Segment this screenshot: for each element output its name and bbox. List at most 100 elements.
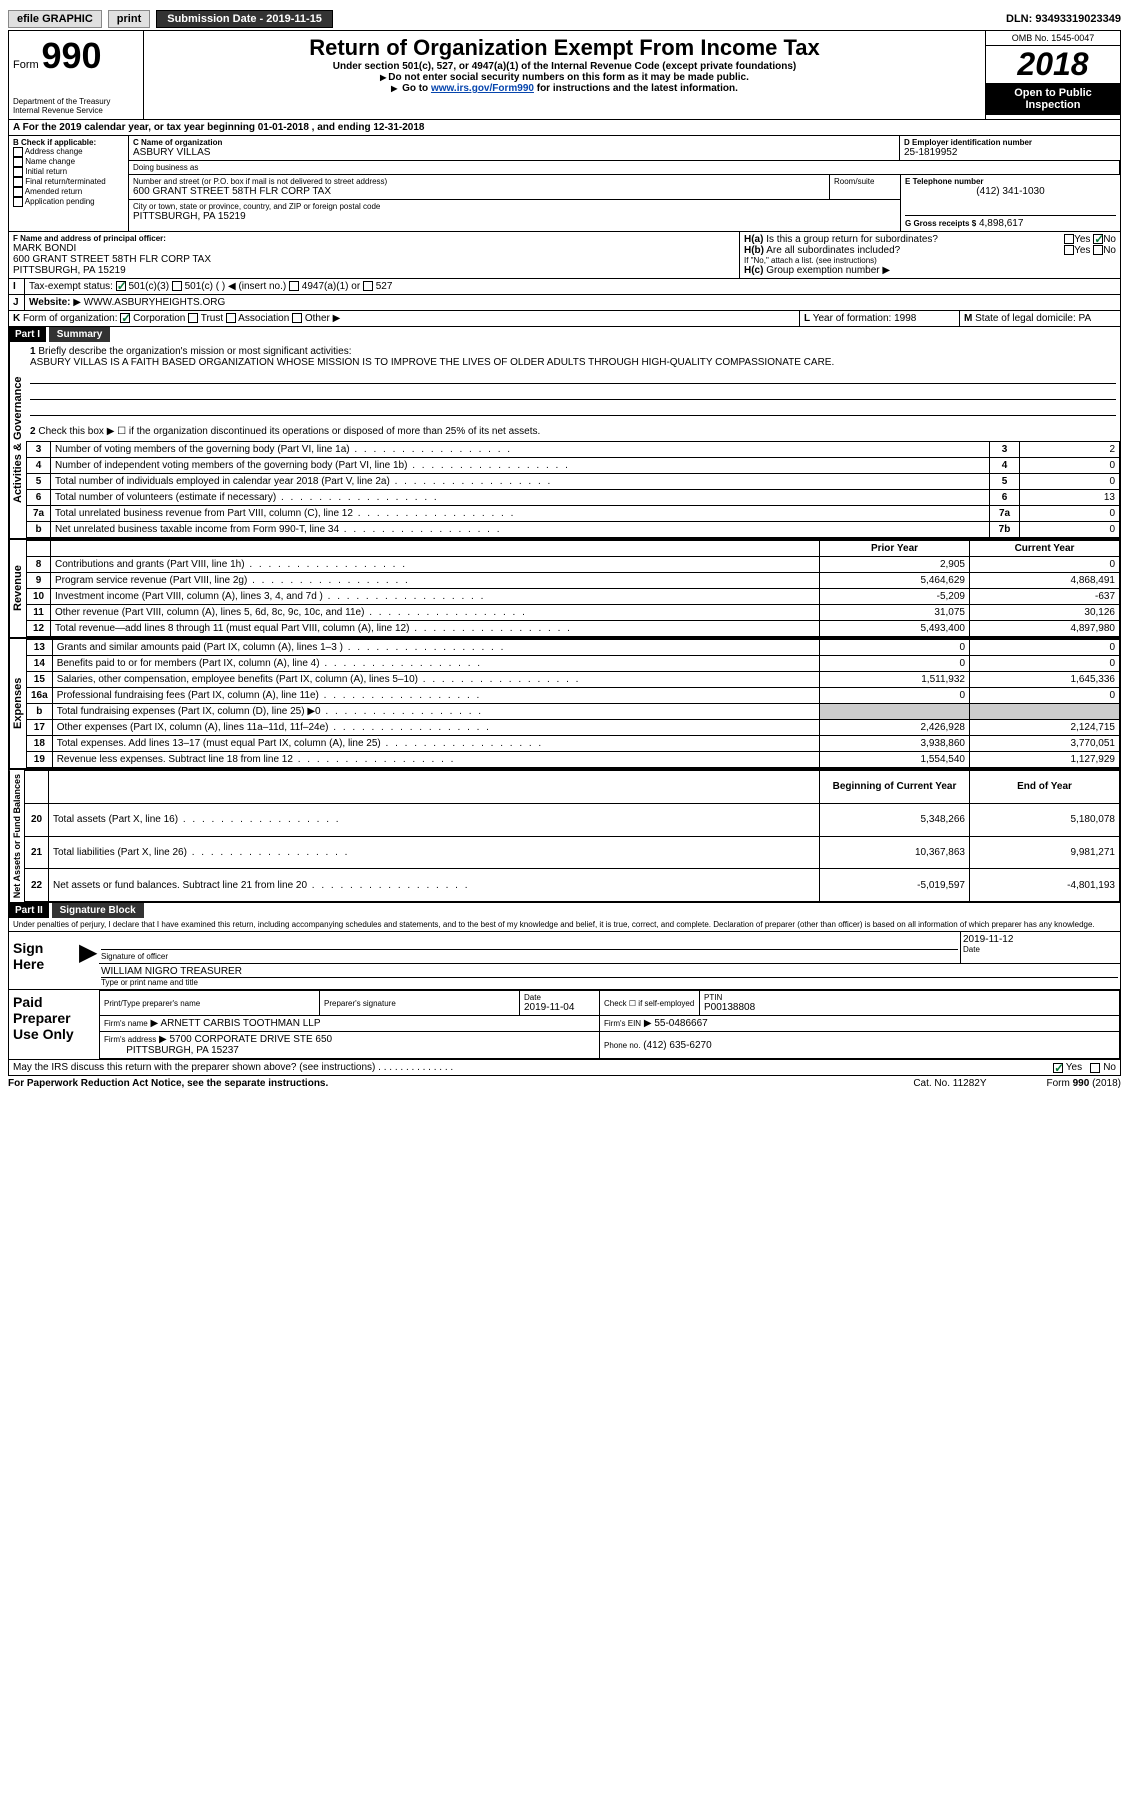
q2: Check this box ▶ ☐ if the organization d… [38, 426, 540, 437]
firm-name: ARNETT CARBIS TOOTHMAN LLP [160, 1018, 320, 1029]
checkbox-final-return-terminated[interactable]: Final return/terminated [13, 177, 124, 187]
form-label: Form [13, 59, 39, 71]
top-bar: efile GRAPHIC print Submission Date - 20… [8, 8, 1121, 30]
phone-lbl: Phone no. [604, 1041, 640, 1050]
part2-title: Signature Block [52, 903, 144, 918]
gov-row-6: 6Total number of volunteers (estimate if… [27, 490, 1120, 506]
ptin: P00138808 [704, 1002, 755, 1013]
gov-row-b: bNet unrelated business taxable income f… [27, 522, 1120, 538]
d-label: D Employer identification number [904, 138, 1116, 147]
checkbox-initial-return[interactable]: Initial return [13, 167, 124, 177]
exp-row-18: 18Total expenses. Add lines 13–17 (must … [27, 736, 1120, 752]
revenue-table: Prior YearCurrent Year8Contributions and… [26, 540, 1120, 637]
cat-no: Cat. No. 11282Y [913, 1078, 986, 1089]
net-row-20: 20Total assets (Part X, line 16)5,348,26… [25, 803, 1120, 836]
firm-addr2: PITTSBURGH, PA 15237 [126, 1045, 239, 1056]
section-net: Net Assets or Fund Balances [9, 770, 24, 902]
gov-row-7a: 7aTotal unrelated business revenue from … [27, 506, 1120, 522]
public-inspection: Open to Public Inspection [986, 83, 1120, 115]
prep-name-lbl: Print/Type preparer's name [104, 999, 315, 1008]
subtitle2: Do not enter social security numbers on … [148, 72, 981, 83]
gov-row-4: 4Number of independent voting members of… [27, 458, 1120, 474]
form-number: 990 [41, 35, 101, 76]
h-b: H(b) Are all subordinates included? Yes … [744, 245, 1116, 256]
checkbox-address-change[interactable]: Address change [13, 147, 124, 157]
b-label: B Check if applicable: [13, 138, 124, 147]
part1-title: Summary [49, 327, 111, 342]
discuss-line: May the IRS discuss this return with the… [9, 1059, 1120, 1075]
dept: Department of the Treasury [13, 97, 139, 106]
addr-label: Number and street (or P.O. box if mail i… [133, 177, 825, 186]
subtitle1: Under section 501(c), 527, or 4947(a)(1)… [148, 61, 981, 72]
checkbox-amended-return[interactable]: Amended return [13, 187, 124, 197]
officer-name: MARK BONDI [13, 243, 735, 254]
website-label: Website: [29, 297, 71, 308]
paid-preparer: Paid Preparer Use Only [9, 990, 99, 1059]
gov-row-3: 3Number of voting members of the governi… [27, 442, 1120, 458]
expenses-table: 13Grants and similar amounts paid (Part … [26, 639, 1120, 768]
sig-date: 2019-11-12 [963, 934, 1118, 945]
print-button[interactable]: print [108, 10, 150, 28]
exp-row-16a: 16aProfessional fundraising fees (Part I… [27, 688, 1120, 704]
firm-ein: 55-0486667 [654, 1018, 707, 1029]
omb: OMB No. 1545-0047 [986, 31, 1120, 46]
checkbox-name-change[interactable]: Name change [13, 157, 124, 167]
c-name-label: C Name of organization [133, 138, 895, 147]
m-label: State of legal domicile: [975, 313, 1076, 324]
firm-ein-lbl: Firm's EIN [604, 1019, 641, 1028]
page-footer: For Paperwork Reduction Act Notice, see … [8, 1076, 1121, 1091]
pub1: Open to Public [990, 87, 1116, 99]
h-c: H(c) Group exemption number ▶ [744, 265, 1116, 276]
website[interactable]: WWW.ASBURYHEIGHTS.ORG [84, 297, 226, 308]
rev-row-10: 10Investment income (Part VIII, column (… [27, 589, 1120, 605]
telephone: (412) 341-1030 [905, 186, 1116, 197]
exp-row-13: 13Grants and similar amounts paid (Part … [27, 640, 1120, 656]
h-a: H(a) Is this a group return for subordin… [744, 234, 1116, 245]
form-header: Form 990 Department of the Treasury Inte… [8, 30, 1121, 120]
entity-block: B Check if applicable: Address change Na… [8, 136, 1121, 232]
officer-name-label: Type or print name and title [101, 978, 1118, 987]
part-ii: Part II Signature Block Under penalties … [8, 903, 1121, 1076]
line-j: J Website: ▶ WWW.ASBURYHEIGHTS.ORG [8, 295, 1121, 311]
net-row-22: 22Net assets or fund balances. Subtract … [25, 869, 1120, 902]
rev-row-12: 12Total revenue—add lines 8 through 11 (… [27, 621, 1120, 637]
l-label: Year of formation: [813, 313, 892, 324]
exp-row-14: 14Benefits paid to or for members (Part … [27, 656, 1120, 672]
form-990-page: efile GRAPHIC print Submission Date - 20… [0, 0, 1129, 1099]
subtitle3: Go to www.irs.gov/Form990 for instructio… [148, 83, 981, 94]
line-a: A For the 2019 calendar year, or tax yea… [8, 120, 1121, 136]
gross-receipts: 4,898,617 [979, 218, 1024, 229]
form990-link[interactable]: www.irs.gov/Form990 [431, 83, 534, 94]
ein: 25-1819952 [904, 147, 1116, 158]
efile-button[interactable]: efile GRAPHIC [8, 10, 102, 28]
section-expenses: Expenses [9, 639, 26, 768]
ptin-lbl: PTIN [704, 993, 1115, 1002]
part2-hdr: Part II [9, 903, 49, 918]
f-h-block: F Name and address of principal officer:… [8, 232, 1121, 279]
prep-date: 2019-11-04 [524, 1002, 574, 1013]
submission-date: Submission Date - 2019-11-15 [156, 10, 333, 28]
section-activities: Activities & Governance [9, 342, 26, 538]
sig-date-label: Date [963, 945, 1118, 954]
checkbox-application-pending[interactable]: Application pending [13, 197, 124, 207]
rev-row-11: 11Other revenue (Part VIII, column (A), … [27, 605, 1120, 621]
gov-row-5: 5Total number of individuals employed in… [27, 474, 1120, 490]
sign-here: Sign Here [9, 932, 79, 989]
tax-exempt-status: Tax-exempt status: 501(c)(3) 501(c) ( ) … [25, 279, 1120, 294]
paperwork-notice: For Paperwork Reduction Act Notice, see … [8, 1078, 328, 1089]
net-row-21: 21Total liabilities (Part X, line 26)10,… [25, 836, 1120, 869]
firm-phone: (412) 635-6270 [643, 1040, 711, 1051]
prep-date-lbl: Date [524, 993, 595, 1002]
pub2: Inspection [990, 99, 1116, 111]
e-label: E Telephone number [905, 177, 1116, 186]
firm-addr1: 5700 CORPORATE DRIVE STE 650 [169, 1034, 332, 1045]
street-address: 600 GRANT STREET 58TH FLR CORP TAX [133, 186, 825, 197]
room-suite: Room/suite [830, 175, 900, 199]
sub3-post: for instructions and the latest informat… [537, 83, 738, 94]
dba: Doing business as [129, 161, 1120, 175]
line-klm: K Form of organization: Corporation Trus… [8, 311, 1121, 327]
self-emp: Check ☐ if self-employed [600, 991, 700, 1016]
irs: Internal Revenue Service [13, 106, 139, 115]
net-assets-table: Beginning of Current YearEnd of Year20To… [24, 770, 1120, 902]
f-label: F Name and address of principal officer: [13, 234, 735, 243]
